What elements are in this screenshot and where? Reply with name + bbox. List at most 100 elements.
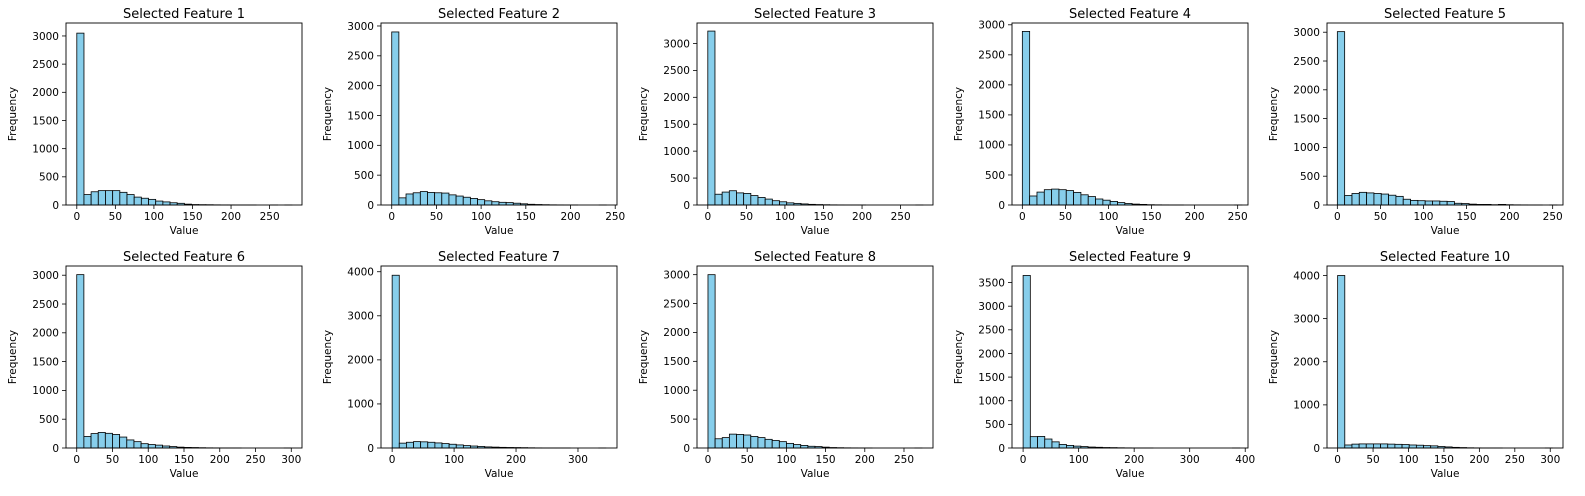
x-tick-label: 0 (705, 454, 712, 466)
histogram-bar (412, 192, 421, 206)
histogram-bar (83, 436, 92, 449)
histogram-bar (413, 441, 422, 449)
y-axis-label: Frequency (953, 330, 965, 384)
y-tick-label: 3000 (978, 301, 1005, 313)
y-tick-label: 1000 (978, 140, 1005, 152)
histogram-bar (1408, 444, 1417, 449)
y-tick-label: 1000 (1293, 142, 1320, 154)
histogram-bar (1424, 200, 1433, 206)
histogram-bar (155, 200, 164, 206)
x-tick-label: 250 (894, 454, 914, 466)
x-tick-label: 150 (816, 454, 836, 466)
histogram-bar (793, 444, 802, 449)
histogram-bar (1051, 441, 1060, 449)
axes-frame (380, 265, 618, 449)
histogram-bar (1051, 188, 1060, 206)
x-tick-label: 150 (182, 211, 202, 223)
y-tick-label: 1000 (1293, 400, 1320, 412)
histogram-bar (778, 441, 787, 449)
histogram-bar (420, 441, 429, 449)
histogram-bar (1439, 200, 1448, 206)
y-tick-label: 500 (39, 172, 59, 184)
x-tick-label: 0 (1019, 211, 1026, 223)
histogram-bar (1387, 443, 1396, 449)
x-tick-label: 300 (568, 454, 588, 466)
y-tick-label: 0 (367, 200, 374, 212)
x-tick-label: 100 (1069, 454, 1089, 466)
y-tick-label: 1000 (663, 146, 690, 158)
x-tick-label: 100 (471, 211, 491, 223)
y-tick-label: 3000 (663, 269, 690, 281)
y-tick-label: 500 (670, 414, 690, 426)
histogram-bar (405, 441, 414, 449)
y-tick-label: 0 (998, 443, 1005, 455)
histogram-bar (1344, 444, 1353, 449)
histogram-bar (441, 192, 450, 206)
histogram-bar (757, 197, 766, 206)
histogram-bar (398, 197, 407, 206)
y-axis-label: Frequency (322, 87, 334, 141)
axes-frame (696, 265, 934, 449)
x-axis-label: Value (801, 225, 830, 237)
x-tick-label: 400 (1235, 454, 1255, 466)
y-tick-label: 500 (985, 419, 1005, 431)
y-tick-label: 2000 (1293, 357, 1320, 369)
y-tick-label: 2000 (347, 355, 374, 367)
histogram-bar (76, 274, 85, 449)
histogram-bar (97, 190, 106, 206)
histogram-bar (1029, 195, 1038, 206)
x-tick-label: 0 (1334, 454, 1341, 466)
histogram-bar (1351, 443, 1360, 449)
y-tick-label: 2500 (1293, 56, 1320, 68)
histogram-bar (1402, 198, 1411, 206)
y-tick-label: 1500 (1293, 113, 1320, 125)
y-tick-label: 3000 (663, 38, 690, 50)
y-axis-label: Frequency (7, 330, 19, 384)
x-tick-label: 300 (1180, 454, 1200, 466)
x-tick-label: 100 (144, 211, 164, 223)
histogram-bar (126, 194, 135, 206)
x-tick-label: 100 (138, 454, 158, 466)
histogram-bar (455, 195, 464, 206)
histogram-bar (427, 192, 436, 206)
y-tick-label: 500 (354, 170, 374, 182)
x-tick-label: 250 (891, 211, 911, 223)
chart-title: Selected Feature 7 (438, 250, 560, 265)
histogram-bar (1037, 436, 1046, 449)
histogram-bar (76, 32, 85, 206)
y-tick-label: 1000 (32, 143, 59, 155)
x-tick-label: 150 (1142, 211, 1162, 223)
histogram-bar (1022, 275, 1031, 449)
y-axis-label: Frequency (322, 330, 334, 384)
histogram-bar (771, 440, 780, 449)
x-tick-label: 150 (1457, 211, 1477, 223)
histogram-bar (1336, 31, 1346, 206)
histogram-bar (484, 200, 493, 206)
y-tick-label: 1000 (347, 140, 374, 152)
x-tick-label: 50 (106, 454, 119, 466)
histogram-bar (133, 196, 142, 206)
chart-title: Selected Feature 8 (754, 250, 876, 265)
axes-frame (1326, 265, 1564, 449)
x-tick-label: 100 (1098, 211, 1118, 223)
y-tick-label: 2000 (978, 348, 1005, 360)
x-tick-label: 300 (1540, 454, 1560, 466)
histogram-bar (721, 437, 730, 449)
histogram-bar (491, 201, 500, 206)
y-tick-label: 2500 (978, 50, 1005, 62)
histogram-bar (771, 200, 780, 206)
y-tick-label: 500 (670, 173, 690, 185)
histogram-bar (1417, 200, 1426, 206)
x-tick-label: 100 (444, 454, 464, 466)
x-tick-label: 250 (1505, 454, 1525, 466)
histogram-bar (779, 201, 788, 206)
histogram-bar (1036, 191, 1045, 206)
x-tick-label: 50 (430, 211, 443, 223)
histogram-bar (1351, 193, 1360, 206)
x-axis-label: Value (170, 225, 199, 237)
y-tick-label: 0 (1313, 200, 1320, 212)
histogram-bar (1102, 199, 1111, 206)
histogram-bar (1065, 190, 1074, 206)
histogram-bar (750, 436, 759, 449)
